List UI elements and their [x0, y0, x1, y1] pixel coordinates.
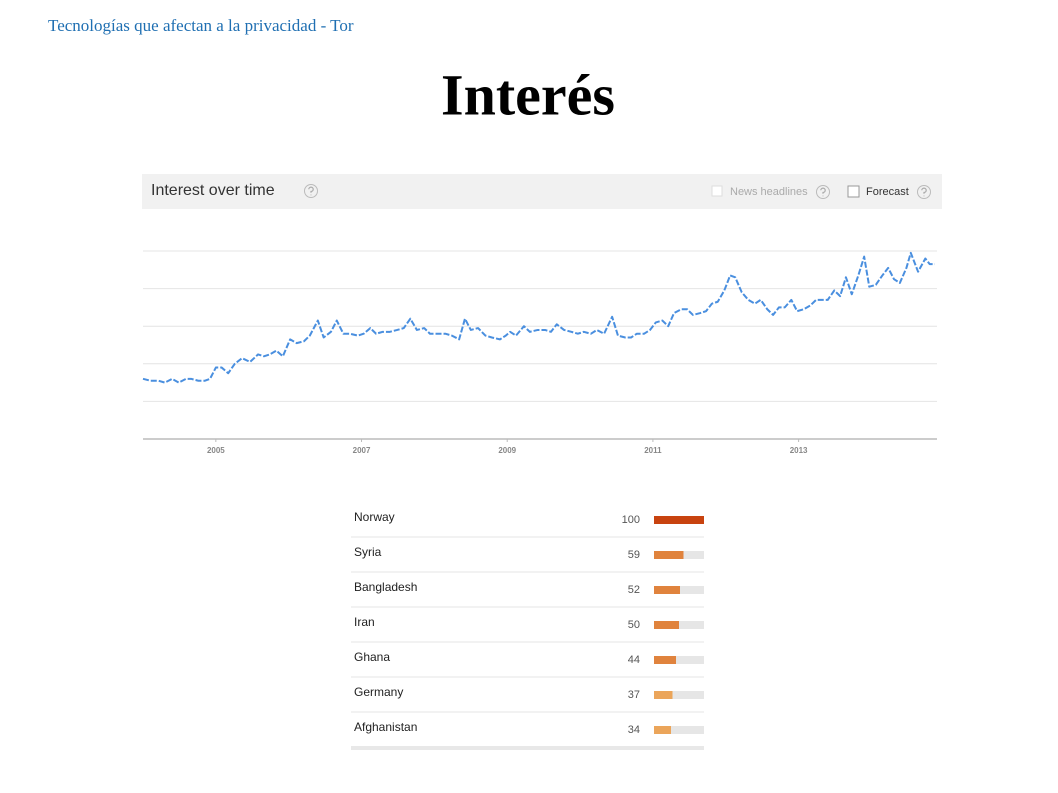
bar [654, 656, 676, 664]
value-label: 37 [628, 689, 640, 701]
bar [654, 516, 704, 524]
x-tick-label: 2007 [353, 446, 371, 455]
slide-title: Interés [441, 62, 615, 127]
bar [654, 586, 680, 594]
category-label: Ghana [354, 650, 390, 664]
value-label: 50 [628, 619, 640, 631]
checkbox[interactable] [847, 185, 860, 198]
bar-track [654, 691, 704, 699]
x-tick-label: 2013 [790, 446, 808, 455]
bar [654, 691, 673, 699]
bar [654, 726, 671, 734]
help-icon[interactable] [917, 185, 931, 199]
help-icon[interactable] [304, 184, 318, 198]
value-label: 34 [628, 724, 640, 736]
category-label: Bangladesh [354, 580, 417, 594]
bar [654, 551, 684, 559]
control-label: Forecast [866, 186, 909, 198]
panel-header [142, 174, 942, 209]
x-tick-label: 2011 [644, 446, 662, 455]
header: Tecnologías que afectan a la privacidad … [48, 16, 354, 35]
checkbox[interactable] [711, 185, 723, 197]
category-label: Syria [354, 545, 382, 559]
help-icon[interactable] [816, 185, 830, 199]
category-label: Norway [354, 510, 395, 524]
value-label: 100 [622, 514, 640, 526]
table-shadow [351, 746, 704, 750]
bar-track [654, 726, 704, 734]
value-label: 59 [628, 549, 640, 561]
control-label: News headlines [730, 186, 808, 198]
x-tick-label: 2009 [498, 446, 516, 455]
x-tick-label: 2005 [207, 446, 225, 455]
value-label: 44 [628, 654, 640, 666]
category-label: Afghanistan [354, 720, 417, 734]
value-label: 52 [628, 584, 640, 596]
bar-track [654, 656, 704, 664]
trend-line [142, 251, 935, 384]
category-label: Iran [354, 615, 375, 629]
bar [654, 621, 679, 629]
category-label: Germany [354, 685, 403, 699]
panel-title: Interest over time [151, 182, 275, 199]
